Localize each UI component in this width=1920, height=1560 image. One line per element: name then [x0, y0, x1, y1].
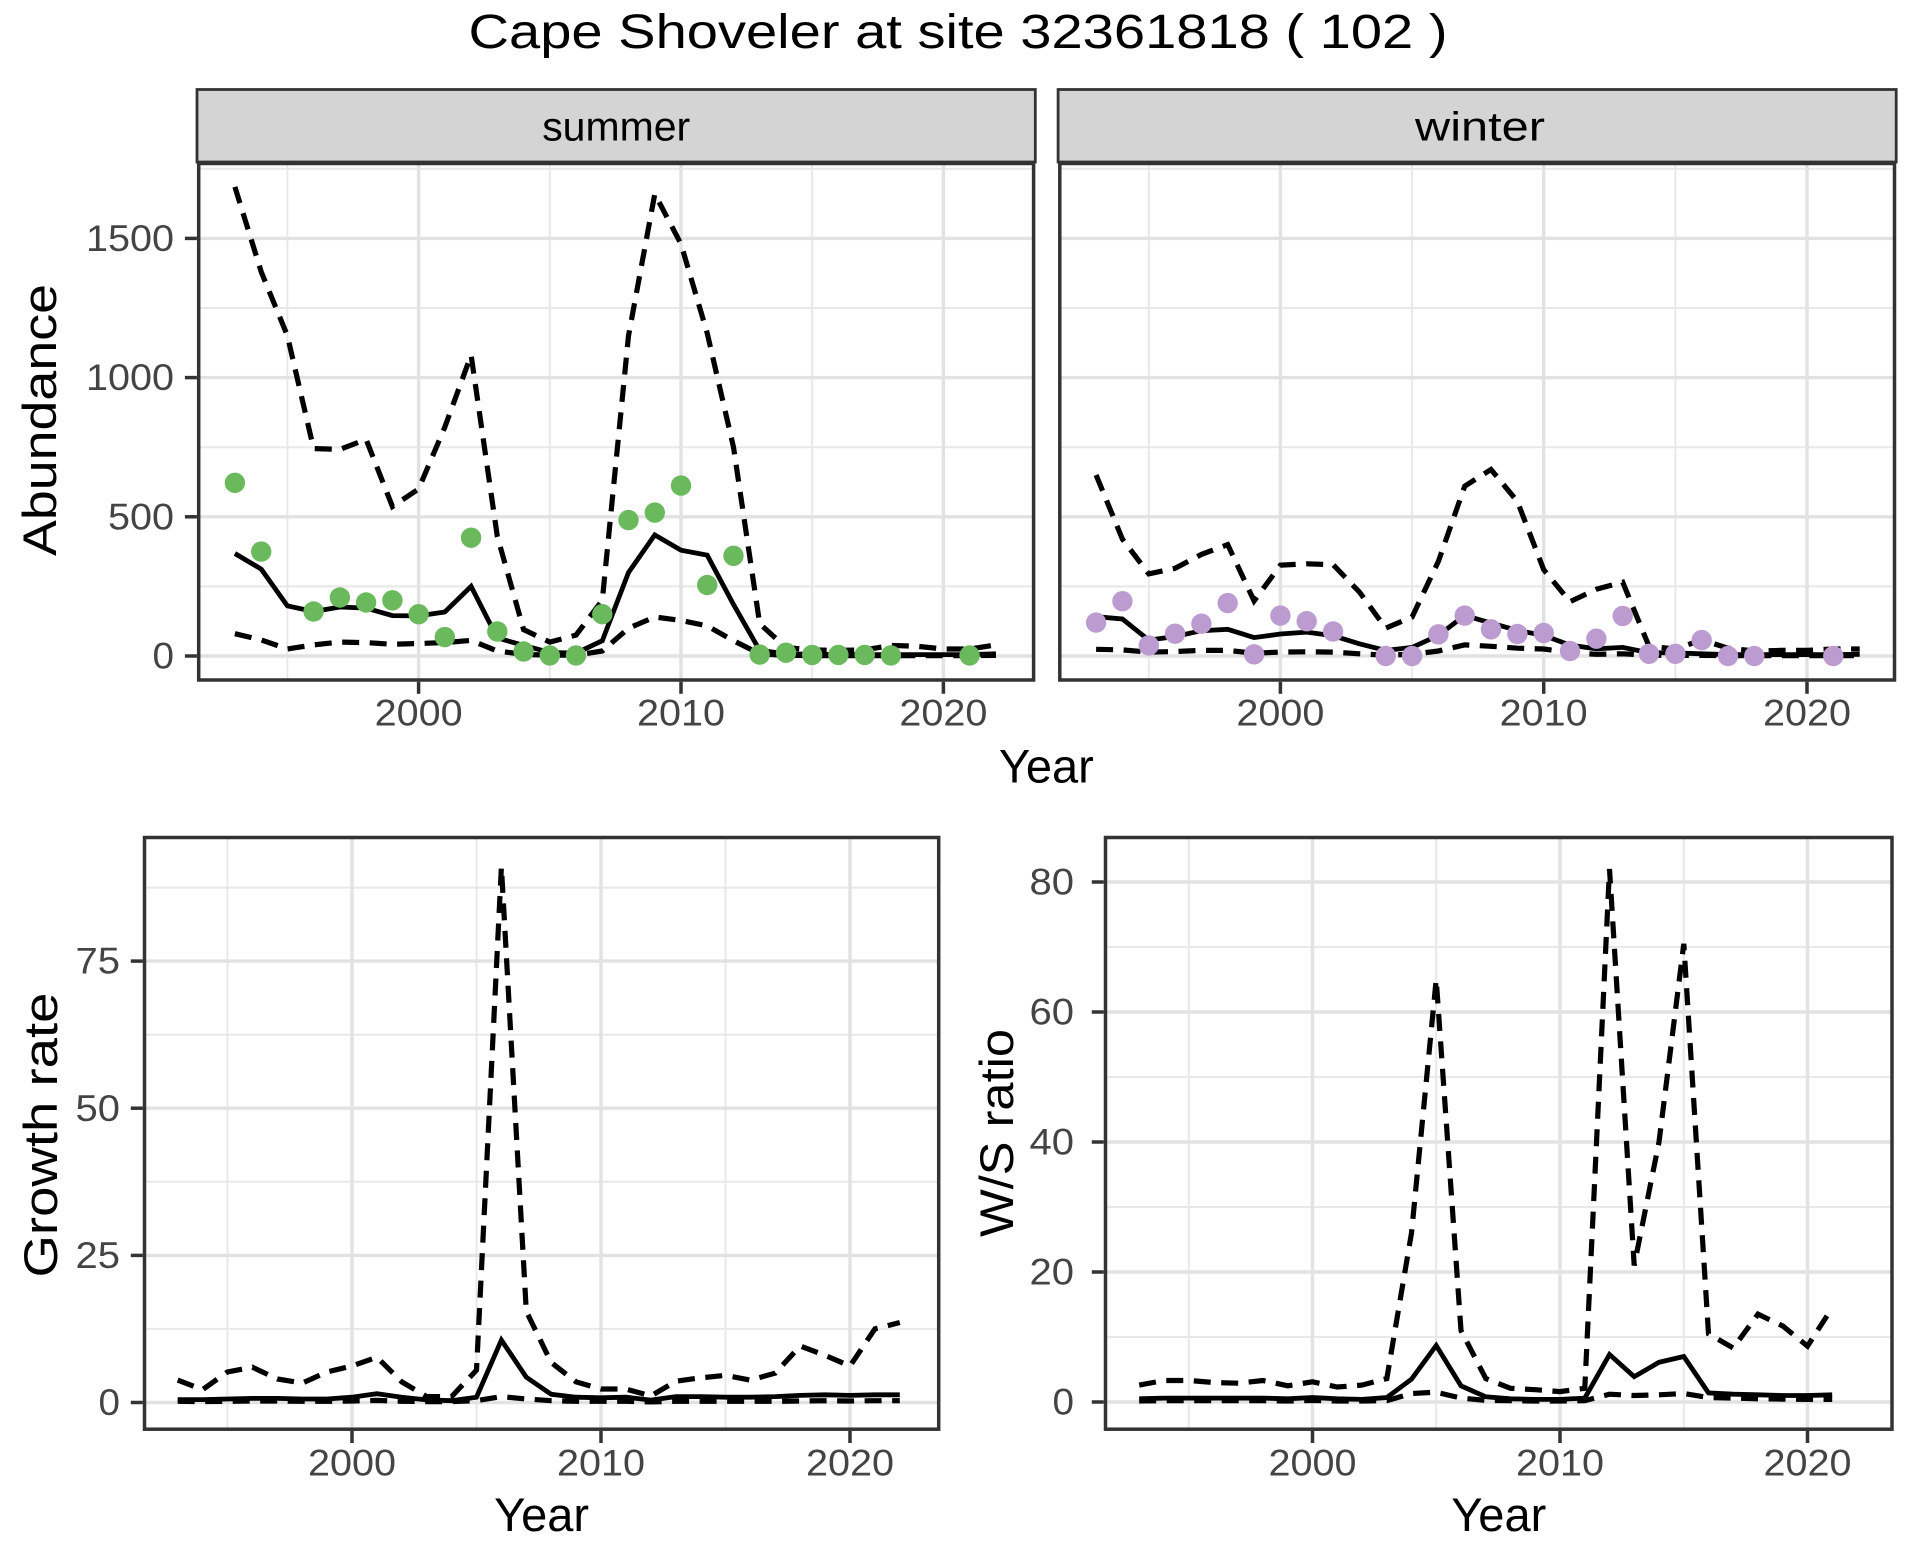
svg-text:1500: 1500: [86, 218, 174, 259]
svg-text:80: 80: [1030, 862, 1075, 903]
svg-text:25: 25: [76, 1235, 121, 1276]
svg-text:Growth rate: Growth rate: [14, 993, 67, 1278]
svg-text:W/S ratio: W/S ratio: [970, 1029, 1023, 1237]
svg-text:2020: 2020: [899, 693, 987, 734]
svg-text:500: 500: [108, 496, 174, 537]
svg-text:Cape Shoveler at site 32361818: Cape Shoveler at site 32361818 ( 102 ): [469, 6, 1448, 59]
svg-text:2020: 2020: [1763, 693, 1851, 734]
svg-text:2000: 2000: [308, 1443, 396, 1484]
svg-text:2000: 2000: [1269, 1443, 1357, 1484]
svg-text:2020: 2020: [1764, 1443, 1852, 1484]
svg-text:1000: 1000: [86, 357, 174, 398]
svg-text:75: 75: [76, 941, 121, 982]
svg-text:Year: Year: [1451, 1488, 1546, 1541]
svg-text:summer: summer: [542, 104, 690, 150]
svg-text:2010: 2010: [557, 1443, 645, 1484]
svg-text:40: 40: [1030, 1122, 1075, 1163]
svg-text:0: 0: [99, 1382, 121, 1423]
svg-text:60: 60: [1030, 992, 1075, 1033]
svg-text:winter: winter: [1414, 104, 1545, 150]
svg-text:2010: 2010: [637, 693, 725, 734]
svg-text:Abundance: Abundance: [13, 284, 66, 556]
svg-text:0: 0: [1053, 1382, 1075, 1423]
svg-text:0: 0: [153, 636, 175, 677]
svg-text:2010: 2010: [1516, 1443, 1604, 1484]
svg-text:Year: Year: [999, 740, 1094, 793]
svg-text:2010: 2010: [1500, 693, 1588, 734]
svg-text:20: 20: [1030, 1252, 1075, 1293]
svg-text:2020: 2020: [806, 1443, 894, 1484]
svg-text:50: 50: [76, 1088, 121, 1129]
svg-text:2000: 2000: [1236, 693, 1324, 734]
svg-text:Year: Year: [494, 1488, 589, 1541]
svg-text:2000: 2000: [375, 693, 463, 734]
